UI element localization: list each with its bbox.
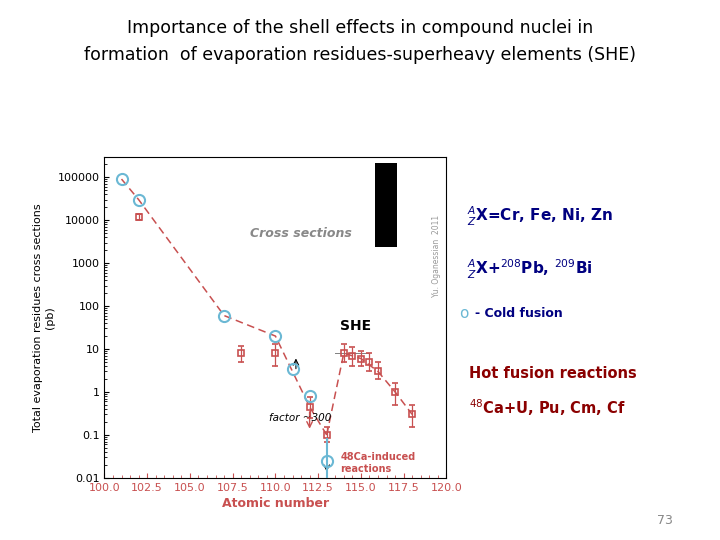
X-axis label: Atomic number: Atomic number bbox=[222, 497, 329, 510]
Text: $^{48}$Ca+U, Pu, Cm, Cf: $^{48}$Ca+U, Pu, Cm, Cf bbox=[469, 397, 626, 417]
Text: factor ~300: factor ~300 bbox=[269, 413, 331, 423]
Text: Hot fusion reactions: Hot fusion reactions bbox=[469, 366, 637, 381]
Text: 48Ca-induced
reactions: 48Ca-induced reactions bbox=[341, 452, 415, 475]
Text: $^A_Z$X=Cr, Fe, Ni, Zn: $^A_Z$X=Cr, Fe, Ni, Zn bbox=[467, 205, 613, 228]
Text: $^A_Z$X+$^{208}$Pb, $^{209}$Bi: $^A_Z$X+$^{208}$Pb, $^{209}$Bi bbox=[467, 258, 592, 281]
Text: Yu. Oganessian  2011: Yu. Oganessian 2011 bbox=[432, 214, 441, 296]
Text: formation  of evaporation residues-superheavy elements (SHE): formation of evaporation residues-superh… bbox=[84, 46, 636, 64]
Text: SHE: SHE bbox=[341, 319, 372, 333]
Text: o: o bbox=[459, 306, 469, 321]
Text: Importance of the shell effects in compound nuclei in: Importance of the shell effects in compo… bbox=[127, 19, 593, 37]
Text: - Cold fusion: - Cold fusion bbox=[475, 307, 563, 320]
Text: Cross sections: Cross sections bbox=[250, 226, 351, 240]
Y-axis label: Total evaporation residues cross sections
(pb): Total evaporation residues cross section… bbox=[33, 203, 55, 431]
Text: 73: 73 bbox=[657, 514, 673, 526]
